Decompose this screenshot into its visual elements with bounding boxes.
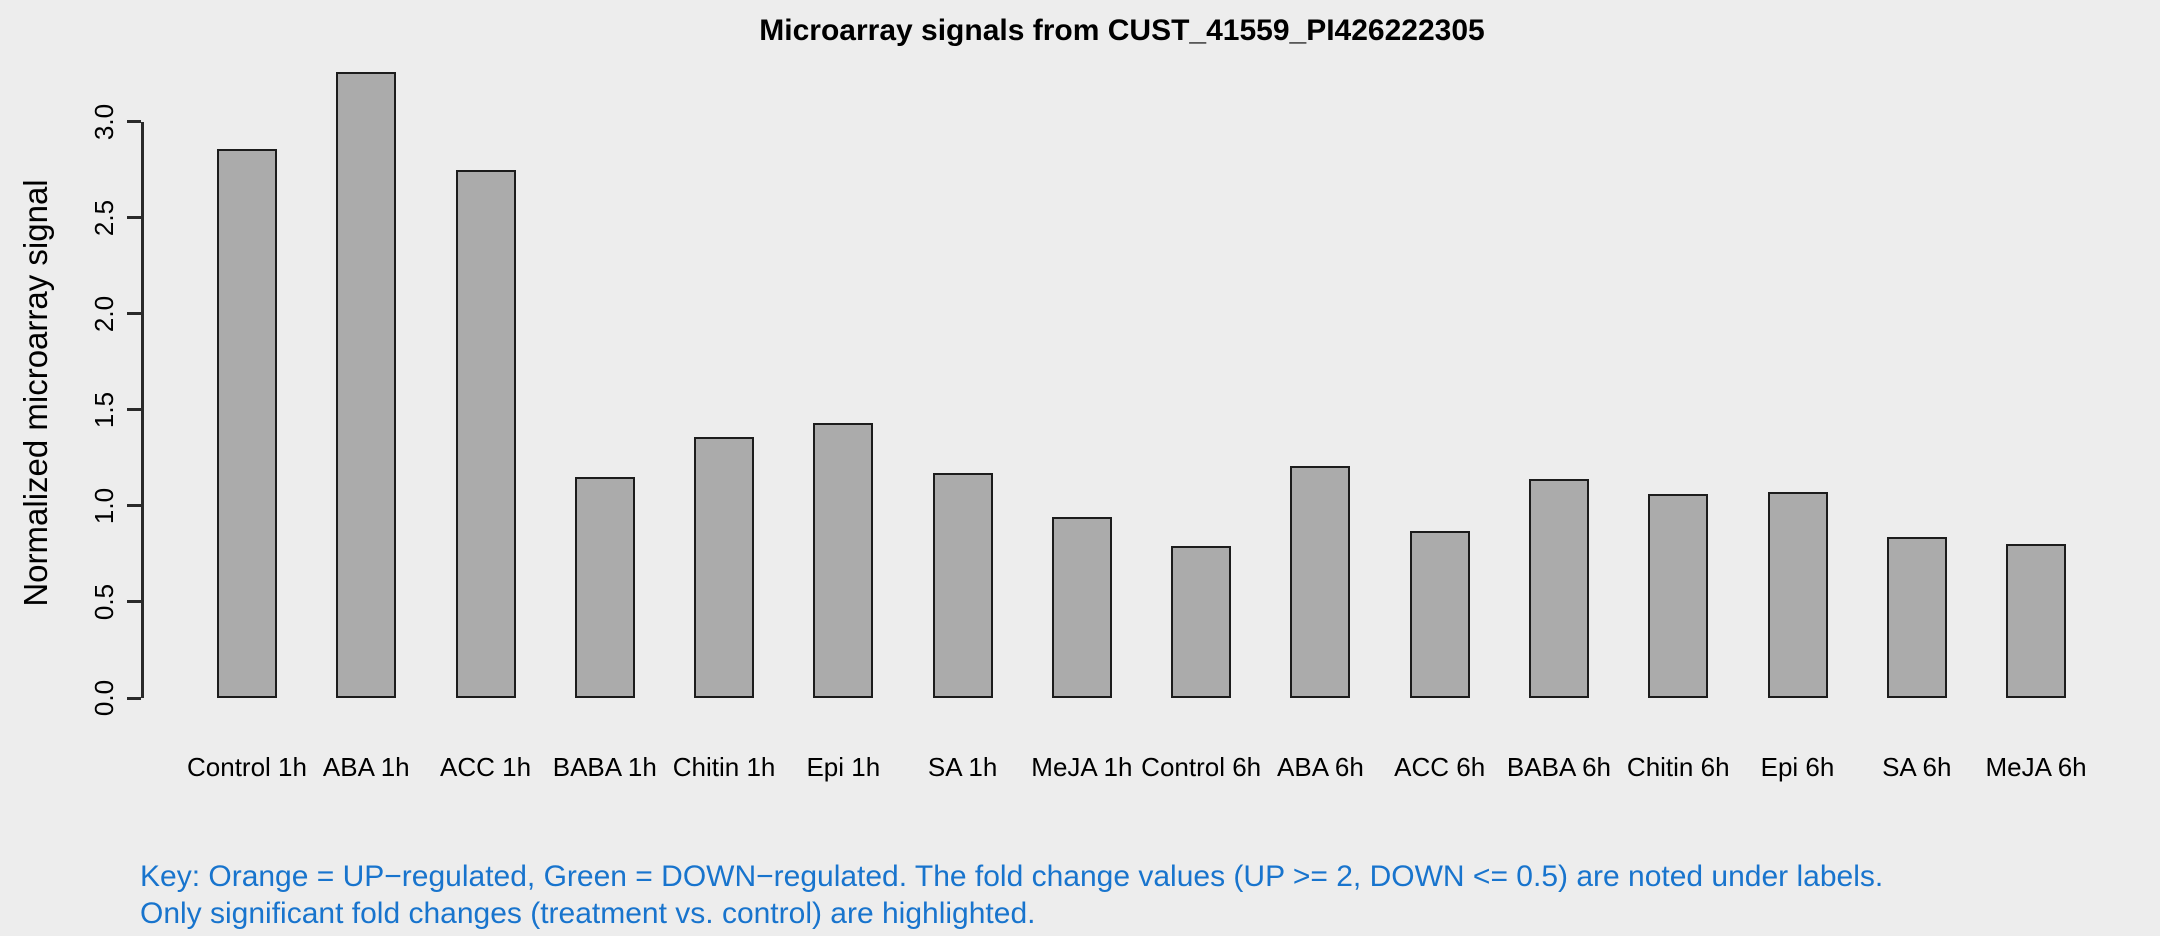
bar	[813, 423, 874, 698]
bar-label: BABA 1h	[552, 752, 657, 782]
bar-label: Chitin 6h	[1626, 752, 1730, 782]
bar	[694, 436, 755, 698]
bar	[2006, 544, 2067, 698]
bar-label: Epi 6h	[1760, 752, 1835, 782]
y-tick	[127, 600, 141, 604]
bar	[1767, 492, 1828, 698]
y-axis-line	[141, 121, 144, 698]
y-tick-label: 2.5	[89, 199, 119, 236]
bar-label: MeJA 1h	[1031, 752, 1133, 782]
bar	[932, 473, 993, 698]
y-tick	[127, 216, 141, 220]
bar	[1171, 546, 1232, 698]
bar-label: ACC 1h	[440, 752, 532, 782]
key-note: Key: Orange = UP−regulated, Green = DOWN…	[140, 858, 1883, 932]
bar	[1051, 517, 1112, 698]
y-tick-label: 2.0	[89, 295, 119, 332]
bar-label: ABA 1h	[322, 752, 410, 782]
bar-label: Control 6h	[1141, 752, 1262, 782]
y-tick-label: 3.0	[89, 103, 119, 140]
bar	[455, 169, 516, 698]
y-tick	[127, 312, 141, 316]
bar-label: ACC 6h	[1394, 752, 1486, 782]
bar	[1409, 530, 1470, 698]
bar	[217, 148, 277, 698]
bar-label: BABA 6h	[1506, 752, 1611, 782]
bar-label: SA 1h	[927, 752, 998, 782]
bar	[1290, 465, 1351, 698]
y-tick-label: 0.5	[89, 583, 119, 620]
y-tick	[127, 120, 141, 124]
bar-label: Chitin 1h	[672, 752, 776, 782]
y-tick-label: 1.0	[89, 487, 119, 524]
chart-title: Microarray signals from CUST_41559_PI426…	[759, 14, 1485, 47]
y-tick	[127, 696, 141, 700]
y-tick	[127, 504, 141, 508]
bar	[1528, 478, 1589, 698]
y-tick-label: 0.0	[89, 679, 119, 717]
key-line-1: Key: Orange = UP−regulated, Green = DOWN…	[140, 860, 1884, 893]
bar-label: MeJA 6h	[1985, 752, 2087, 782]
bar-label: Control 1h	[187, 752, 307, 782]
y-axis-label: Normalized microarray signal	[17, 179, 54, 607]
bar	[1886, 536, 1947, 698]
bar	[1648, 494, 1709, 698]
bar	[336, 71, 397, 698]
bar-label: ABA 6h	[1277, 752, 1364, 782]
bar	[574, 477, 635, 698]
y-tick-label: 1.5	[89, 391, 119, 428]
bar-label: Epi 1h	[806, 752, 881, 782]
y-tick	[127, 408, 141, 412]
bar-label: SA 6h	[1882, 752, 1952, 782]
key-line-2: Only significant fold changes (treatment…	[140, 897, 1036, 930]
